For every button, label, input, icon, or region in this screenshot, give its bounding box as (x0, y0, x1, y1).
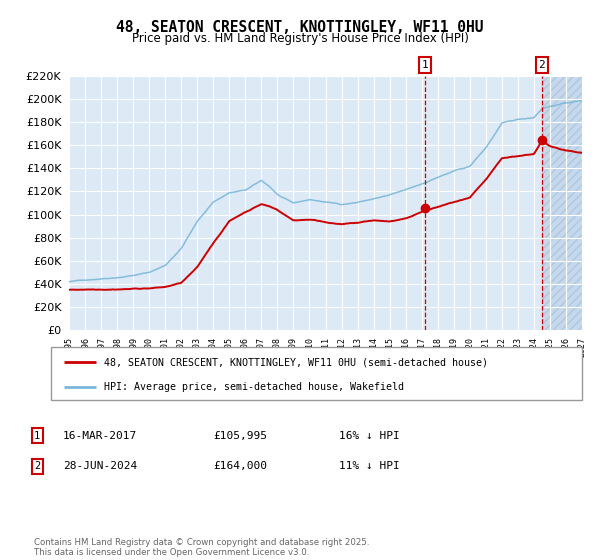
Text: 28-JUN-2024: 28-JUN-2024 (63, 461, 137, 472)
Text: 2: 2 (34, 461, 40, 472)
Text: 16-MAR-2017: 16-MAR-2017 (63, 431, 137, 441)
Text: 1: 1 (422, 60, 428, 70)
Bar (542, 76, 582, 330)
Text: £164,000: £164,000 (213, 461, 267, 472)
Text: 2: 2 (538, 60, 545, 70)
Text: Contains HM Land Registry data © Crown copyright and database right 2025.
This d: Contains HM Land Registry data © Crown c… (34, 538, 370, 557)
Text: 48, SEATON CRESCENT, KNOTTINGLEY, WF11 0HU (semi-detached house): 48, SEATON CRESCENT, KNOTTINGLEY, WF11 0… (104, 357, 488, 367)
Text: 1: 1 (34, 431, 40, 441)
Text: Price paid vs. HM Land Registry's House Price Index (HPI): Price paid vs. HM Land Registry's House … (131, 32, 469, 45)
Text: 48, SEATON CRESCENT, KNOTTINGLEY, WF11 0HU: 48, SEATON CRESCENT, KNOTTINGLEY, WF11 0… (116, 20, 484, 35)
Text: £105,995: £105,995 (213, 431, 267, 441)
Text: HPI: Average price, semi-detached house, Wakefield: HPI: Average price, semi-detached house,… (104, 381, 404, 391)
Text: 16% ↓ HPI: 16% ↓ HPI (339, 431, 400, 441)
Text: 11% ↓ HPI: 11% ↓ HPI (339, 461, 400, 472)
